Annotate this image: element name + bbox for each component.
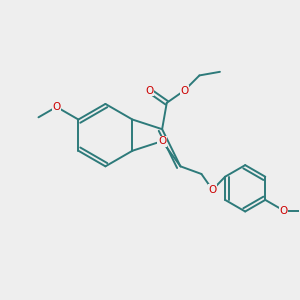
Text: O: O (145, 85, 153, 96)
Text: O: O (52, 102, 61, 112)
Text: O: O (280, 206, 288, 216)
Text: O: O (208, 185, 217, 195)
Text: O: O (180, 85, 188, 96)
Text: O: O (158, 136, 166, 146)
